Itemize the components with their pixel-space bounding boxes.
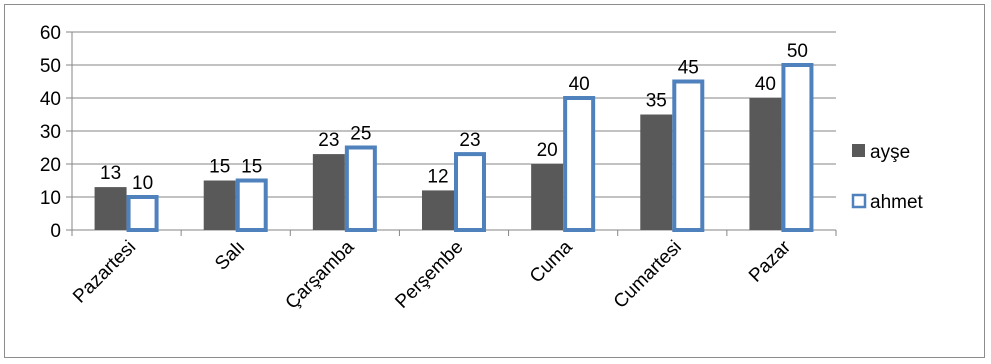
data-label-ahmet: 45 [678, 58, 699, 79]
legend: ayşe ahmet [851, 142, 924, 213]
chart-frame [4, 4, 985, 358]
legend-swatch-ayşe [852, 144, 865, 157]
bar-ayşe [640, 114, 673, 230]
bar-ahmet [235, 178, 268, 232]
x-tick-label: Salı [211, 237, 249, 275]
bar-ayşe [749, 98, 782, 230]
x-tick-label: Cuma [526, 236, 577, 287]
x-tick-label: Çarşamba [282, 236, 359, 313]
data-label-ayşe: 23 [318, 130, 339, 151]
data-label-ayşe: 20 [537, 140, 558, 161]
data-label-ahmet: 50 [787, 41, 808, 62]
y-tick-label: 30 [40, 122, 61, 143]
bar-ahmet [781, 63, 814, 232]
legend-label-ayşe: ayşe [870, 142, 910, 163]
bar-ayşe [312, 154, 345, 230]
bar-ayşe [422, 190, 454, 230]
data-label-ahmet: 25 [350, 124, 371, 145]
data-label-ayşe: 12 [427, 166, 448, 187]
data-label-ayşe: 40 [755, 74, 776, 95]
bar-ahmet [344, 145, 377, 232]
data-label-ahmet: 10 [132, 173, 153, 194]
y-tick-label: 40 [40, 89, 61, 110]
bar-ayşe [531, 164, 564, 230]
data-label-ahmet: 15 [241, 157, 262, 178]
data-label-ayşe: 13 [100, 163, 121, 184]
data-labels: 13 15 23 12 20 35 40 10 15 25 23 40 45 50 [100, 41, 808, 194]
y-tick-label: 50 [40, 56, 61, 77]
bar-ahmet [563, 96, 596, 232]
x-tick-label: Pazartesi [69, 237, 140, 308]
data-label-ahmet: 40 [569, 74, 590, 95]
data-label-ahmet: 23 [459, 130, 480, 151]
bar-ahmet [672, 79, 705, 232]
bar-ahmet [126, 195, 159, 232]
data-label-ayşe: 15 [209, 157, 230, 178]
legend-label-ahmet: ahmet [870, 192, 924, 213]
y-tick-label: 20 [40, 155, 61, 176]
x-tick-label: Pazar [745, 236, 795, 286]
y-tick-label: 0 [50, 221, 61, 242]
bars [94, 63, 814, 233]
legend-swatch-ahmet [851, 193, 867, 209]
gridlines [72, 31, 836, 198]
y-tick-label: 60 [40, 23, 61, 44]
bar-ayşe [94, 187, 127, 230]
data-label-ayşe: 35 [646, 91, 667, 112]
bar-ahmet [454, 152, 486, 233]
y-tick-label: 10 [40, 188, 61, 209]
x-tick-label: Perşembe [391, 237, 467, 313]
bar-ayşe [203, 180, 236, 230]
x-tick-label: Cumartesi [610, 237, 686, 313]
